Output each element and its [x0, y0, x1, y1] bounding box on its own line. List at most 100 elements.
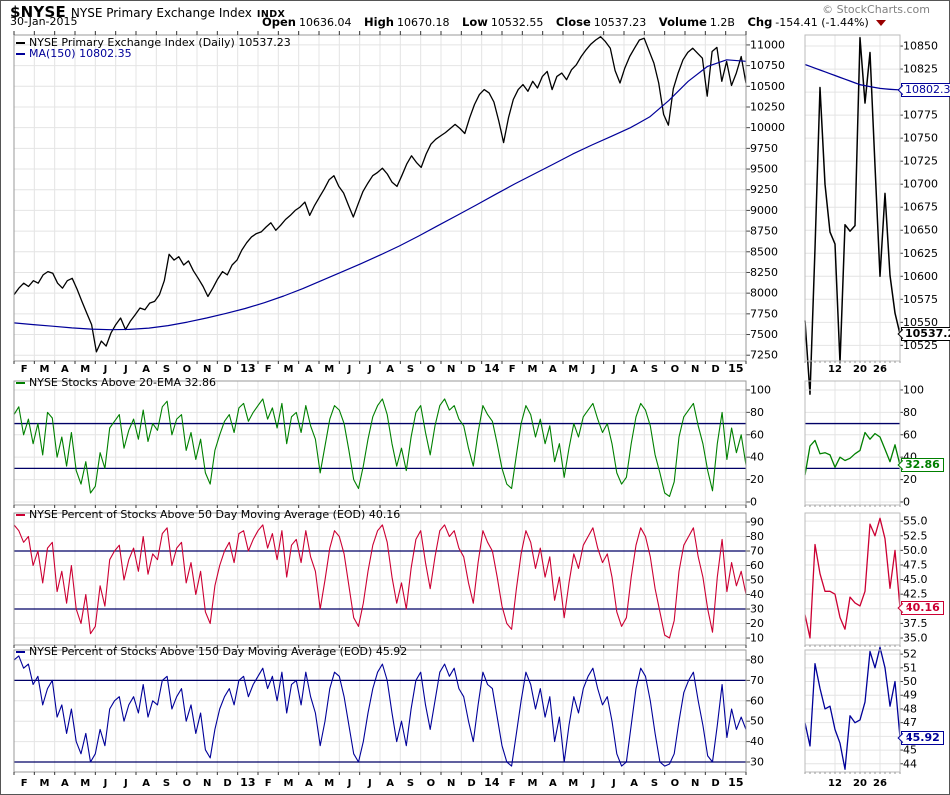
pct50-legend-label: NYSE Percent of Stocks Above 50 Day Movi… [29, 508, 401, 521]
month-axis-label: A [549, 778, 557, 789]
month-axis-label: D [223, 364, 231, 375]
month-axis-label: A [549, 364, 557, 375]
change-label: Chg [747, 15, 773, 29]
inset-y-tick-label: 80 [903, 406, 917, 419]
inset-y-tick-label: 47 [903, 716, 917, 729]
data-series-line [13, 59, 747, 331]
year-axis-label: 13 [240, 776, 255, 789]
inset-y-tick-label: 10850 [903, 40, 938, 53]
inset-y-tick-label: 10725 [903, 155, 938, 168]
low-label: Low [462, 15, 488, 29]
inset-y-tick-label: 10600 [903, 270, 938, 283]
month-axis-label: M [324, 364, 334, 375]
data-series-line [804, 646, 901, 770]
month-axis-label: A [305, 778, 313, 789]
y-axis-tick-label: 30 [750, 603, 764, 616]
month-axis-label: M [324, 778, 334, 789]
index-name: NYSE Primary Exchange Index [70, 6, 252, 20]
inset-frame [804, 380, 901, 506]
month-axis-label: J [611, 778, 616, 789]
inset-y-tick-label: 55.0 [903, 515, 928, 528]
inset-y-tick-label: 47.5 [903, 558, 928, 571]
y-axis-tick-label: 20 [750, 617, 764, 630]
y-axis-tick-label: 100 [750, 383, 771, 396]
y-axis-tick-label: 10500 [750, 80, 785, 93]
y-axis-tick-label: 30 [750, 756, 764, 769]
pct20-callout: 32.86 [901, 458, 944, 473]
data-series-line [804, 431, 901, 476]
month-axis-label: J [611, 364, 616, 375]
pct150-legend: NYSE Percent of Stocks Above 150 Day Mov… [16, 645, 407, 658]
pct20-legend-label: NYSE Stocks Above 20-EMA 32.86 [29, 376, 216, 389]
inset-y-tick-label: 0 [903, 495, 910, 508]
month-axis-label: S [407, 778, 414, 789]
y-axis-tick-label: 9500 [750, 163, 778, 176]
y-axis-tick-label: 80 [750, 653, 764, 666]
month-axis-label: S [651, 364, 658, 375]
month-axis-label: F [265, 364, 272, 375]
y-axis-tick-label: 90 [750, 515, 764, 528]
change-down-triangle-icon[interactable] [876, 20, 887, 26]
y-axis-tick-label: 11000 [750, 38, 785, 51]
ohlc-quote: Open 10636.04 High 10670.18 Low 10532.55 Cl… [253, 15, 887, 29]
y-axis-tick-label: 60 [750, 694, 764, 707]
month-axis-label: F [21, 364, 28, 375]
inset-y-tick-label: 10675 [903, 201, 938, 214]
symbol: $NYSE [10, 3, 66, 21]
month-axis-label: O [671, 778, 680, 789]
y-axis-tick-label: 9250 [750, 183, 778, 196]
year-axis-label: 15 [728, 776, 743, 789]
month-axis-label: S [163, 778, 170, 789]
pct50-legend-dash-icon [16, 514, 25, 516]
month-axis-label: F [21, 778, 28, 789]
data-series-line [804, 37, 901, 395]
price-callout: 10537.23 [901, 327, 950, 342]
year-axis-label: 15 [728, 362, 743, 375]
inset-day-label: 20 [853, 364, 867, 375]
month-axis-label: O [427, 778, 436, 789]
month-axis-label: N [691, 364, 699, 375]
data-series-line [13, 524, 747, 639]
month-axis-label: J [347, 364, 352, 375]
close-value: 10537.23 [593, 16, 647, 29]
inset-y-tick-label: 10700 [903, 178, 938, 191]
y-axis-tick-label: 50 [750, 574, 764, 587]
month-axis-label: F [509, 778, 516, 789]
price-legend-label: NYSE Primary Exchange Index (Daily) 1053… [29, 36, 291, 49]
inset-day-label: 26 [873, 778, 887, 789]
data-series-line [804, 63, 901, 91]
month-axis-label: M [568, 778, 578, 789]
pct50-legend: NYSE Percent of Stocks Above 50 Day Movi… [16, 508, 400, 521]
price-legend: NYSE Primary Exchange Index (Daily) 1053… [16, 36, 291, 49]
inset-y-tick-label: 20 [903, 473, 917, 486]
month-axis-label: O [183, 778, 192, 789]
month-axis-label: M [80, 364, 90, 375]
inset-y-tick-label: 10550 [903, 316, 938, 329]
month-axis-label: A [386, 778, 394, 789]
inset-y-tick-label: 100 [903, 383, 924, 396]
year-axis-label: 14 [484, 362, 500, 375]
ma-callout: 10802.35 [901, 82, 950, 97]
month-axis-label: M [284, 364, 294, 375]
pct20-legend: NYSE Stocks Above 20-EMA 32.86 [16, 376, 216, 389]
month-axis-label: D [467, 778, 475, 789]
y-axis-tick-label: 80 [750, 530, 764, 543]
month-axis-label: J [103, 778, 108, 789]
month-axis-label: N [203, 364, 211, 375]
open-label: Open [262, 15, 296, 29]
month-axis-label: A [61, 778, 69, 789]
month-axis-label: N [691, 778, 699, 789]
inset-day-label: 12 [828, 778, 842, 789]
high-value: 10670.18 [397, 16, 450, 29]
month-axis-label: O [427, 364, 436, 375]
pct150-legend-label: NYSE Percent of Stocks Above 150 Day Mov… [29, 645, 408, 658]
month-axis-label: M [528, 778, 538, 789]
month-axis-label: M [568, 364, 578, 375]
inset-frame [804, 34, 901, 362]
month-axis-label: O [671, 364, 680, 375]
month-axis-label: A [61, 364, 69, 375]
month-axis-label: A [305, 364, 313, 375]
data-series-line [13, 655, 747, 767]
y-axis-tick-label: 9750 [750, 142, 778, 155]
